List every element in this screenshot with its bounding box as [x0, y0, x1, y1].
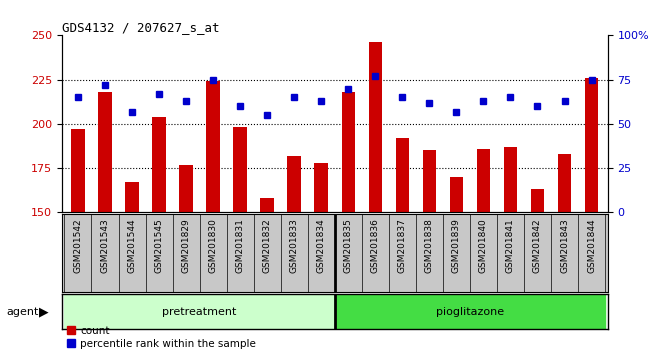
Text: ▶: ▶	[40, 305, 49, 318]
Text: GSM201542: GSM201542	[73, 218, 83, 273]
Text: GSM201543: GSM201543	[101, 218, 109, 273]
Text: GSM201835: GSM201835	[344, 218, 353, 273]
Text: GSM201830: GSM201830	[209, 218, 218, 273]
Text: pretreatment: pretreatment	[162, 307, 237, 316]
Bar	[179, 165, 193, 212]
Bar	[315, 163, 328, 212]
Bar	[206, 81, 220, 212]
Text: agent: agent	[6, 307, 39, 316]
Bar	[396, 138, 409, 212]
Bar	[530, 189, 544, 212]
Bar	[558, 154, 571, 212]
Text: GSM201832: GSM201832	[263, 218, 272, 273]
Bar	[450, 177, 463, 212]
Bar	[287, 156, 301, 212]
Bar	[504, 147, 517, 212]
Legend: count, percentile rank within the sample: count, percentile rank within the sample	[67, 326, 256, 349]
Text: GSM201842: GSM201842	[533, 218, 542, 273]
Bar	[152, 117, 166, 212]
Bar	[233, 127, 247, 212]
Bar	[98, 92, 112, 212]
Bar	[369, 42, 382, 212]
Bar	[476, 149, 490, 212]
Text: GSM201838: GSM201838	[425, 218, 434, 273]
Text: GSM201836: GSM201836	[370, 218, 380, 273]
Text: pioglitazone: pioglitazone	[436, 307, 504, 316]
Bar	[125, 182, 139, 212]
Text: GSM201829: GSM201829	[181, 218, 190, 273]
Text: GSM201839: GSM201839	[452, 218, 461, 273]
Text: GSM201831: GSM201831	[236, 218, 244, 273]
Text: GSM201837: GSM201837	[398, 218, 407, 273]
Text: GSM201544: GSM201544	[127, 218, 136, 273]
Bar	[341, 92, 355, 212]
Text: GSM201840: GSM201840	[479, 218, 488, 273]
Bar	[261, 198, 274, 212]
Bar	[72, 129, 84, 212]
Text: GSM201833: GSM201833	[290, 218, 299, 273]
Text: GSM201843: GSM201843	[560, 218, 569, 273]
Text: GSM201844: GSM201844	[587, 218, 596, 273]
Bar	[422, 150, 436, 212]
Text: GSM201834: GSM201834	[317, 218, 326, 273]
Text: GSM201841: GSM201841	[506, 218, 515, 273]
Bar	[585, 78, 598, 212]
Text: GDS4132 / 207627_s_at: GDS4132 / 207627_s_at	[62, 21, 219, 34]
Text: GSM201545: GSM201545	[155, 218, 164, 273]
